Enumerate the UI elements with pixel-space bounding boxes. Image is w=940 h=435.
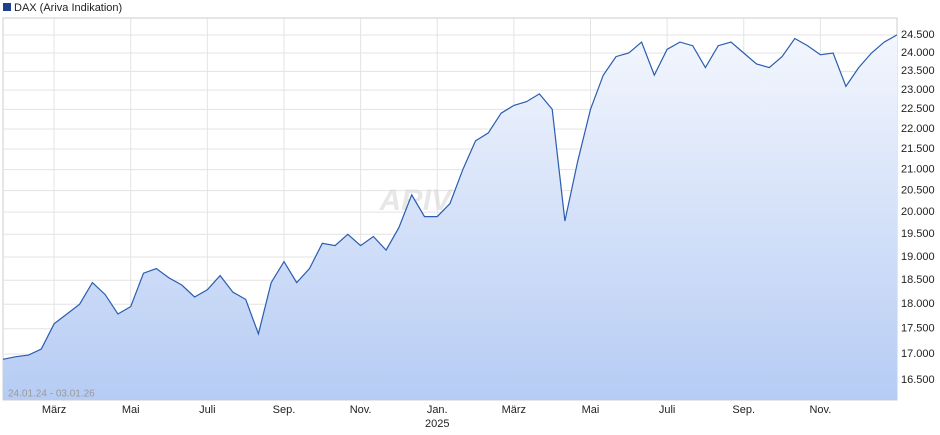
y-tick-label: 16.500 [901, 374, 935, 386]
x-tick-label: Juli [658, 404, 676, 416]
y-tick-label: 24.000 [901, 47, 935, 59]
y-tick-label: 19.000 [901, 251, 935, 263]
y-tick-label: 22.000 [901, 123, 935, 135]
y-tick-label: 21.000 [901, 163, 935, 175]
x-tick-label: März [41, 404, 67, 416]
legend-label: DAX (Ariva Indikation) [14, 2, 122, 14]
area [3, 34, 897, 401]
y-tick-label: 19.500 [901, 228, 935, 240]
y-tick-label: 20.500 [901, 185, 935, 197]
x-tick-label: März [501, 404, 527, 416]
y-tick-label: 20.000 [901, 206, 935, 218]
x-tick-label: Sep. [272, 404, 296, 416]
x-tick-label: Juli [199, 404, 216, 416]
x-tick-label: Mai [581, 404, 600, 416]
y-tick-label: 22.500 [901, 103, 935, 115]
y-tick-label: 21.500 [901, 143, 935, 155]
y-tick-label: 23.000 [901, 84, 935, 96]
y-tick-label: 17.500 [901, 323, 935, 335]
date-range: 24.01.24 - 03.01.26 [8, 389, 95, 400]
x-tick-label: Sep. [732, 404, 756, 416]
legend-swatch [3, 3, 11, 11]
x-tick-label: Jan. 2025 [424, 404, 450, 430]
y-tick-label: 17.000 [901, 348, 935, 360]
y-tick-label: 18.000 [901, 298, 935, 310]
y-tick-label: 18.500 [901, 274, 935, 286]
x-tick-label: Nov. [809, 404, 832, 416]
line [2, 34, 898, 360]
x-tick-label: Nov. [349, 404, 372, 416]
y-tick-label: 23.500 [901, 65, 935, 77]
x-tick-label: Mai [121, 404, 140, 416]
y-tick-label: 24.500 [901, 29, 935, 41]
